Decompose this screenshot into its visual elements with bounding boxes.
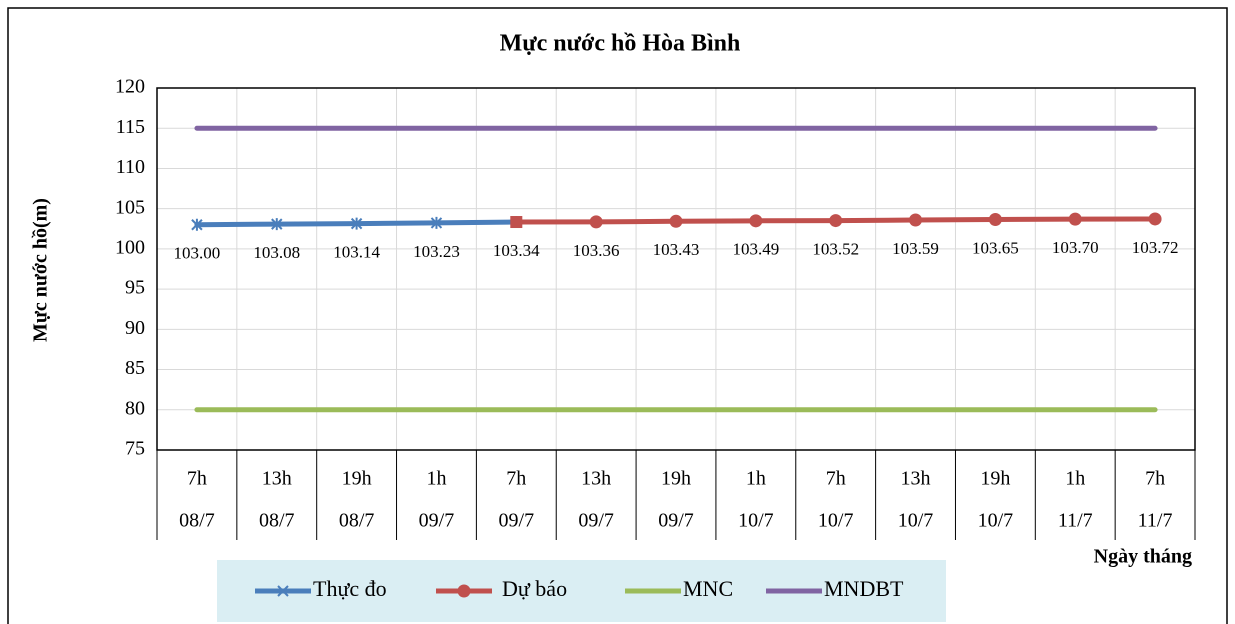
x-tick-label: 19h [980, 468, 1010, 490]
chart-frame [7, 7, 1228, 624]
legend-label: MNDBT [824, 576, 904, 601]
x-tick-label: 7h [187, 468, 207, 490]
point [829, 214, 843, 228]
x-tick-label: 1h [426, 468, 446, 490]
data-label: 103.49 [732, 240, 779, 259]
point [350, 217, 363, 230]
data-label: 103.14 [333, 243, 380, 262]
x-axis-label: Ngày tháng [1094, 546, 1192, 568]
y-tick-label: 90 [125, 317, 145, 339]
point [1068, 212, 1082, 226]
point [909, 213, 923, 227]
y-tick-label: 80 [125, 397, 145, 419]
x-tick-label: 7h [1145, 468, 1165, 490]
y-tick-label: 115 [116, 116, 145, 138]
x-tick-label: 10/7 [818, 510, 854, 532]
point [430, 216, 443, 229]
chart-title: Mực nước hồ Hòa Bình [500, 31, 741, 57]
data-label: 103.23 [413, 242, 460, 261]
x-tick-label: 09/7 [419, 510, 455, 532]
x-tick-label: 08/7 [259, 510, 295, 532]
x-tick-label: 13h [581, 468, 611, 490]
x-tick-label: 1h [1065, 468, 1085, 490]
x-tick-label: 08/7 [339, 510, 375, 532]
y-tick-label: 75 [125, 438, 145, 460]
data-label: 103.34 [493, 241, 540, 260]
y-tick-label: 105 [115, 196, 145, 218]
legend-marker [457, 584, 471, 598]
plot-border [156, 87, 1196, 451]
data-label: 103.43 [653, 240, 700, 259]
x-tick-label: 10/7 [738, 510, 774, 532]
point [1148, 212, 1162, 226]
x-tick-label: 19h [661, 468, 691, 490]
y-tick-label: 95 [125, 277, 145, 299]
point [669, 214, 683, 228]
y-tick-label: 120 [115, 76, 145, 98]
data-label: 103.59 [892, 239, 939, 258]
point [510, 216, 523, 229]
legend [217, 560, 946, 622]
x-tick-label: 13h [901, 468, 931, 490]
y-tick-label: 100 [115, 236, 145, 258]
data-label: 103.70 [1052, 238, 1099, 257]
legend-label: MNC [683, 576, 733, 601]
y-tick-label: 85 [125, 357, 145, 379]
point [749, 214, 763, 228]
legend-label: Thực đo [313, 576, 387, 601]
x-tick-label: 08/7 [179, 510, 215, 532]
x-tick-label: 09/7 [499, 510, 535, 532]
y-axis-label: Mực nước hồ(m) [30, 198, 52, 342]
data-label: 103.52 [812, 239, 859, 258]
x-tick-label: 1h [746, 468, 766, 490]
x-tick-label: 11/7 [1138, 510, 1173, 532]
data-label: 103.36 [573, 241, 620, 260]
x-tick-label: 19h [342, 468, 372, 490]
point [988, 213, 1002, 227]
legend-marker [277, 585, 289, 597]
point [589, 215, 603, 229]
y-tick-label: 110 [116, 156, 145, 178]
data-label: 103.00 [174, 244, 221, 263]
x-tick-label: 09/7 [578, 510, 614, 532]
x-tick-label: 13h [262, 468, 292, 490]
data-label: 103.08 [253, 243, 300, 262]
x-tick-label: 10/7 [978, 510, 1014, 532]
data-label: 103.72 [1132, 238, 1179, 257]
x-tick-label: 7h [506, 468, 526, 490]
x-tick-label: 11/7 [1058, 510, 1093, 532]
x-tick-label: 7h [826, 468, 846, 490]
legend-label: Dự báo [502, 576, 567, 601]
point [271, 218, 283, 231]
data-label: 103.65 [972, 238, 1019, 257]
x-tick-label: 10/7 [898, 510, 934, 532]
point [191, 218, 203, 231]
x-tick-label: 09/7 [658, 510, 694, 532]
